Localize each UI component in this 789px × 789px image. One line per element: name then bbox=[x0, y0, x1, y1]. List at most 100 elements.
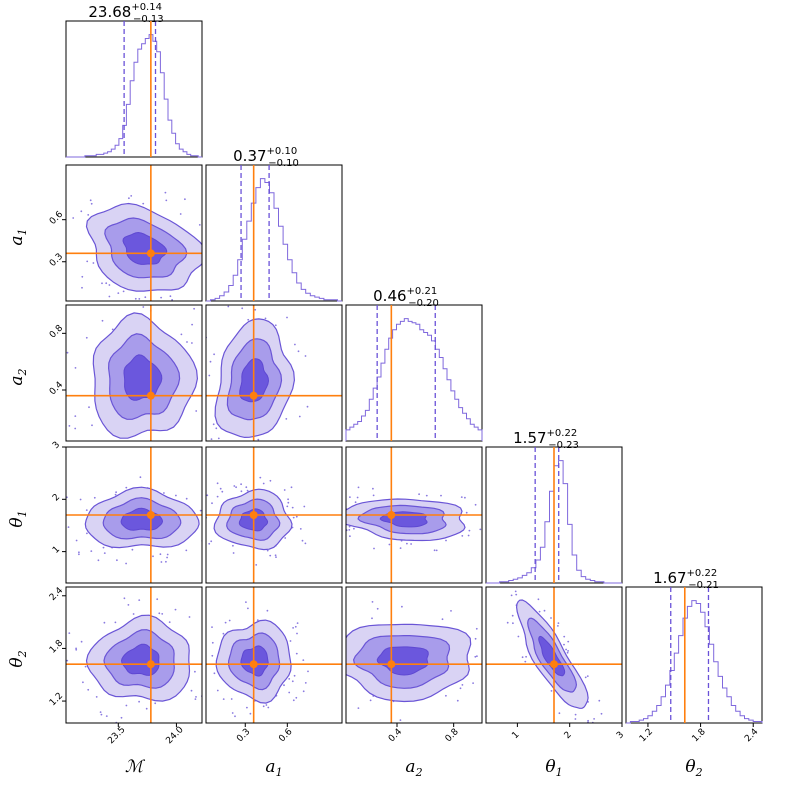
sample-dot bbox=[286, 505, 289, 508]
panel-frame bbox=[205, 304, 343, 442]
sample-dot bbox=[246, 460, 248, 462]
sample-dot bbox=[132, 613, 135, 615]
sample-dot bbox=[85, 336, 88, 339]
x-axis-a2: 0.4 0.8 a2 bbox=[387, 723, 461, 779]
sample-dot bbox=[587, 719, 589, 722]
sample-dot bbox=[584, 676, 587, 679]
sample-dot bbox=[515, 593, 518, 596]
sample-dot bbox=[215, 427, 218, 430]
sample-dot bbox=[235, 486, 238, 489]
sample-dot bbox=[353, 527, 355, 530]
sample-dot bbox=[344, 520, 346, 522]
sample-dot bbox=[435, 549, 438, 552]
sample-dot bbox=[320, 528, 322, 530]
panel-frame bbox=[205, 164, 343, 302]
sample-dot bbox=[275, 556, 277, 558]
sample-dot bbox=[211, 654, 214, 657]
sample-dot bbox=[241, 307, 244, 310]
sample-dot bbox=[74, 427, 77, 430]
sample-dot bbox=[315, 688, 317, 690]
sample-dot bbox=[114, 493, 117, 496]
sample-dot bbox=[468, 529, 471, 532]
sample-dot bbox=[195, 410, 198, 412]
sample-dot bbox=[266, 443, 268, 445]
sample-dot bbox=[475, 627, 478, 630]
sample-dot bbox=[79, 498, 82, 501]
sample-dot bbox=[208, 380, 210, 382]
sample-dot bbox=[296, 622, 299, 624]
sample-dot bbox=[329, 506, 331, 508]
sample-dot bbox=[283, 489, 286, 491]
sample-dot bbox=[483, 622, 485, 624]
sample-dot bbox=[567, 650, 569, 652]
sample-dot bbox=[207, 326, 209, 328]
histogram-steps bbox=[626, 600, 763, 724]
sample-dot bbox=[356, 496, 359, 499]
sample-dot bbox=[78, 553, 80, 556]
sample-dot bbox=[72, 217, 75, 219]
sample-dot bbox=[125, 562, 127, 565]
y-axis-label-a1: a1 bbox=[7, 228, 29, 245]
histogram-panel-t2: 1.67+0.22 −0.21 bbox=[625, 568, 763, 724]
sample-dot bbox=[224, 621, 227, 624]
truth-marker bbox=[146, 249, 155, 258]
sample-dot bbox=[90, 550, 93, 552]
sample-dot bbox=[127, 604, 130, 606]
sample-dot bbox=[208, 542, 211, 545]
sample-dot bbox=[211, 641, 214, 644]
sample-dot bbox=[228, 619, 231, 622]
sample-dot bbox=[197, 670, 199, 672]
sample-dot bbox=[235, 464, 237, 466]
sample-dot bbox=[566, 651, 569, 654]
sample-dot bbox=[209, 683, 211, 685]
scatter-panel-t2-vs-t1 bbox=[485, 586, 623, 724]
truth-marker bbox=[249, 391, 258, 400]
sample-dot bbox=[450, 610, 452, 612]
sample-dot bbox=[194, 670, 196, 673]
sample-dot bbox=[221, 490, 224, 493]
sample-dot bbox=[165, 560, 167, 563]
truth-marker bbox=[387, 660, 396, 669]
sample-dot bbox=[232, 552, 235, 554]
sample-dot bbox=[289, 640, 292, 642]
sample-dot bbox=[74, 415, 77, 417]
sample-dot bbox=[320, 498, 322, 500]
sample-dot bbox=[503, 637, 505, 639]
sample-dot bbox=[108, 295, 111, 298]
sample-dot bbox=[179, 213, 182, 215]
sample-dot bbox=[209, 360, 212, 363]
sample-dot bbox=[445, 539, 447, 542]
sample-dot bbox=[295, 696, 298, 699]
sample-dot bbox=[266, 609, 269, 612]
sample-dot bbox=[312, 682, 314, 684]
sample-dot bbox=[456, 699, 459, 702]
truth-marker bbox=[146, 391, 155, 400]
scatter-panel-t1-vs-M bbox=[61, 446, 203, 584]
sample-dot bbox=[138, 599, 141, 601]
sample-dot bbox=[600, 712, 603, 715]
sample-dot bbox=[399, 547, 402, 549]
sample-dot bbox=[185, 497, 188, 500]
sample-dot bbox=[78, 551, 80, 554]
x-axis-a1: 0.3 0.6 a1 bbox=[235, 723, 295, 779]
sample-dot bbox=[262, 287, 264, 289]
sample-dot bbox=[472, 682, 474, 684]
sample-dot bbox=[247, 607, 249, 610]
sample-dot bbox=[142, 306, 145, 308]
sample-dot bbox=[274, 324, 277, 327]
sample-dot bbox=[292, 516, 295, 519]
sample-dot bbox=[93, 496, 96, 499]
sample-dot bbox=[156, 598, 159, 601]
sample-dot bbox=[293, 674, 296, 677]
sample-dot bbox=[441, 618, 444, 621]
histogram-panel-t1: 1.57+0.22 −0.23 bbox=[485, 428, 623, 584]
sample-dot bbox=[388, 543, 391, 546]
sample-dot bbox=[348, 529, 351, 531]
sample-dot bbox=[164, 191, 167, 194]
sample-dot bbox=[269, 479, 272, 482]
sample-dot bbox=[180, 333, 183, 336]
sample-dot bbox=[329, 687, 331, 689]
panel-frame bbox=[65, 446, 203, 584]
sample-dot bbox=[61, 513, 63, 515]
sample-dot bbox=[90, 202, 93, 205]
